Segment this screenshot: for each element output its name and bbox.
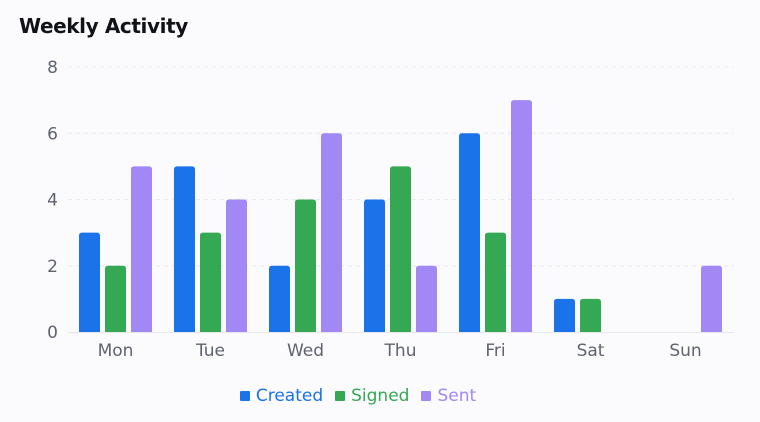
bar-signed-fri[interactable] [485, 232, 506, 332]
bar-sent-wed[interactable] [321, 133, 342, 332]
bars [79, 100, 722, 332]
y-tick-label: 2 [47, 257, 58, 277]
bar-created-wed[interactable] [269, 265, 290, 332]
x-tick-label: Thu [384, 341, 417, 361]
x-tick-label: Tue [195, 341, 225, 361]
legend-item-signed[interactable]: Signed [335, 386, 409, 406]
y-tick-label: 4 [47, 191, 58, 211]
legend-label: Signed [351, 386, 410, 406]
y-tick-label: 0 [47, 323, 58, 343]
gridlines [68, 66, 734, 267]
y-axis-ticks: 0 2 4 6 8 [47, 58, 58, 343]
x-axis-ticks: Mon Tue Wed Thu Fri Sat Sun [98, 341, 702, 361]
bar-created-mon[interactable] [79, 232, 100, 332]
bar-sent-fri[interactable] [511, 100, 532, 332]
legend-item-created[interactable]: Created [239, 386, 324, 406]
legend: Created Signed Sent [0, 386, 716, 406]
bar-created-thu[interactable] [364, 199, 385, 333]
legend-swatch-created [239, 391, 250, 401]
bar-signed-wed[interactable] [295, 199, 316, 333]
x-tick-label: Mon [98, 341, 134, 361]
chart-title: Weekly Activity [19, 14, 188, 38]
x-tick-label: Wed [287, 341, 324, 361]
bar-signed-tue[interactable] [200, 232, 221, 332]
legend-item-sent[interactable]: Sent [421, 386, 476, 406]
bar-chart: 0 2 4 6 8 Mon Tue Wed Thu Fri Sat Sun [47, 58, 734, 361]
bar-sent-sun[interactable] [701, 265, 722, 332]
x-tick-label: Sun [669, 341, 701, 361]
bar-created-sat[interactable] [554, 298, 575, 332]
x-tick-label: Fri [485, 341, 505, 361]
legend-swatch-sent [421, 391, 432, 401]
bar-sent-thu[interactable] [416, 265, 437, 332]
bar-sent-mon[interactable] [131, 166, 152, 332]
y-tick-label: 8 [47, 58, 58, 78]
legend-label: Sent [437, 386, 477, 406]
bar-signed-sat[interactable] [580, 298, 601, 332]
bar-sent-tue[interactable] [226, 199, 247, 333]
legend-label: Created [255, 386, 324, 406]
y-tick-label: 6 [47, 124, 58, 144]
bar-signed-thu[interactable] [390, 166, 411, 332]
x-tick-label: Sat [577, 341, 605, 361]
bar-created-tue[interactable] [174, 166, 195, 332]
bar-created-fri[interactable] [459, 133, 480, 332]
bar-signed-mon[interactable] [105, 265, 126, 332]
legend-swatch-signed [335, 391, 346, 401]
